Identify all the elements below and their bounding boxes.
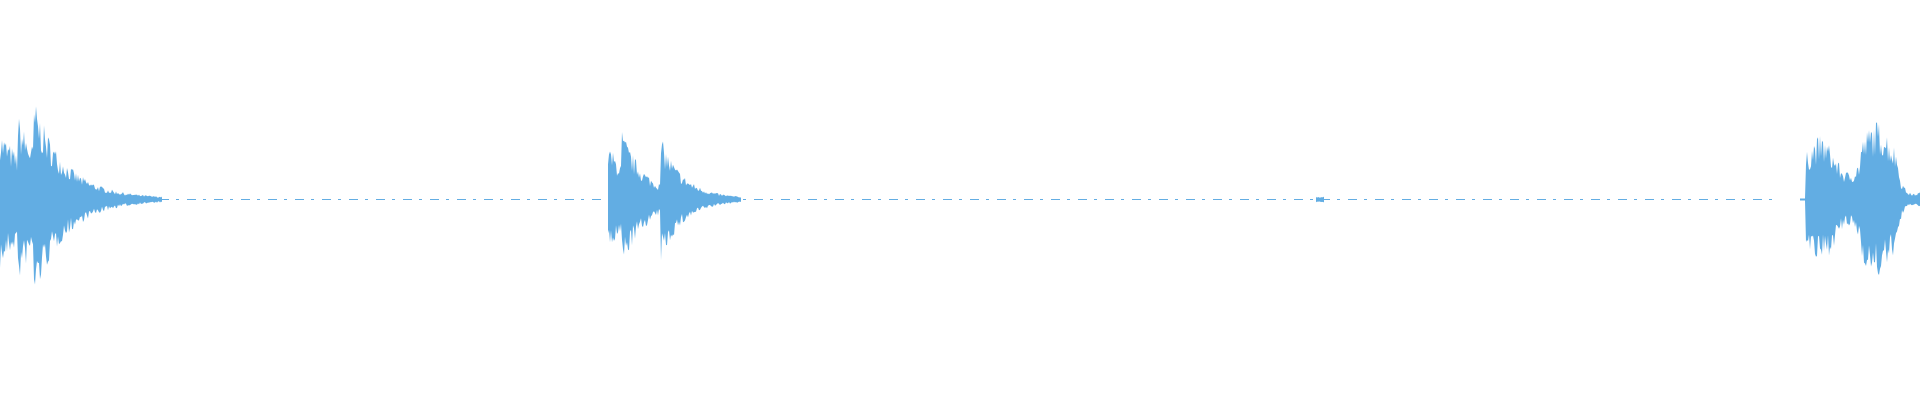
- waveform: [0, 106, 1920, 285]
